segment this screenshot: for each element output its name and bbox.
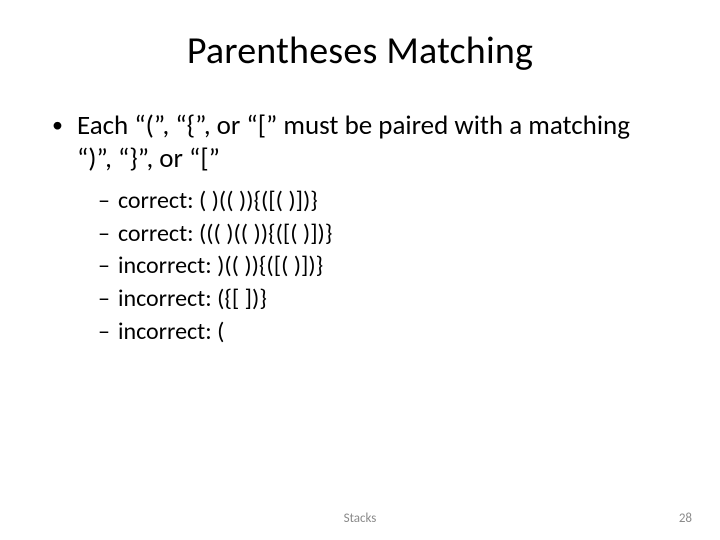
sub-bullet-list: – correct: ( )(( )){([( )])} – correct: … [98, 186, 670, 348]
sub-bullet: – incorrect: )(( )){([( )])} [98, 251, 670, 282]
sub-bullet: – correct: ((( )(( )){([( )])} [98, 219, 670, 250]
page-number: 28 [679, 511, 692, 526]
slide-title: Parentheses Matching [50, 28, 670, 74]
slide-container: Parentheses Matching • Each “(”, “{”, or… [0, 0, 720, 540]
sub-bullet: – incorrect: ( [98, 317, 670, 348]
sub-bullet: – incorrect: ({[ ])} [98, 284, 670, 315]
main-bullet: • Each “(”, “{”, or “[” must be paired w… [52, 110, 670, 176]
bullet-dot-icon: • [52, 112, 63, 139]
dash-icon: – [98, 219, 110, 250]
sub-bullet-text: correct: ( )(( )){([( )])} [118, 186, 318, 217]
sub-bullet-text: incorrect: )(( )){([( )])} [118, 251, 323, 282]
dash-icon: – [98, 284, 110, 315]
dash-icon: – [98, 251, 110, 282]
sub-bullet-text: incorrect: ({[ ])} [118, 284, 267, 315]
sub-bullet: – correct: ( )(( )){([( )])} [98, 186, 670, 217]
footer-label: Stacks [0, 511, 720, 526]
sub-bullet-text: incorrect: ( [118, 317, 224, 348]
dash-icon: – [98, 186, 110, 217]
dash-icon: – [98, 317, 110, 348]
main-bullet-text: Each “(”, “{”, or “[” must be paired wit… [77, 110, 670, 176]
sub-bullet-text: correct: ((( )(( )){([( )])} [118, 219, 332, 250]
